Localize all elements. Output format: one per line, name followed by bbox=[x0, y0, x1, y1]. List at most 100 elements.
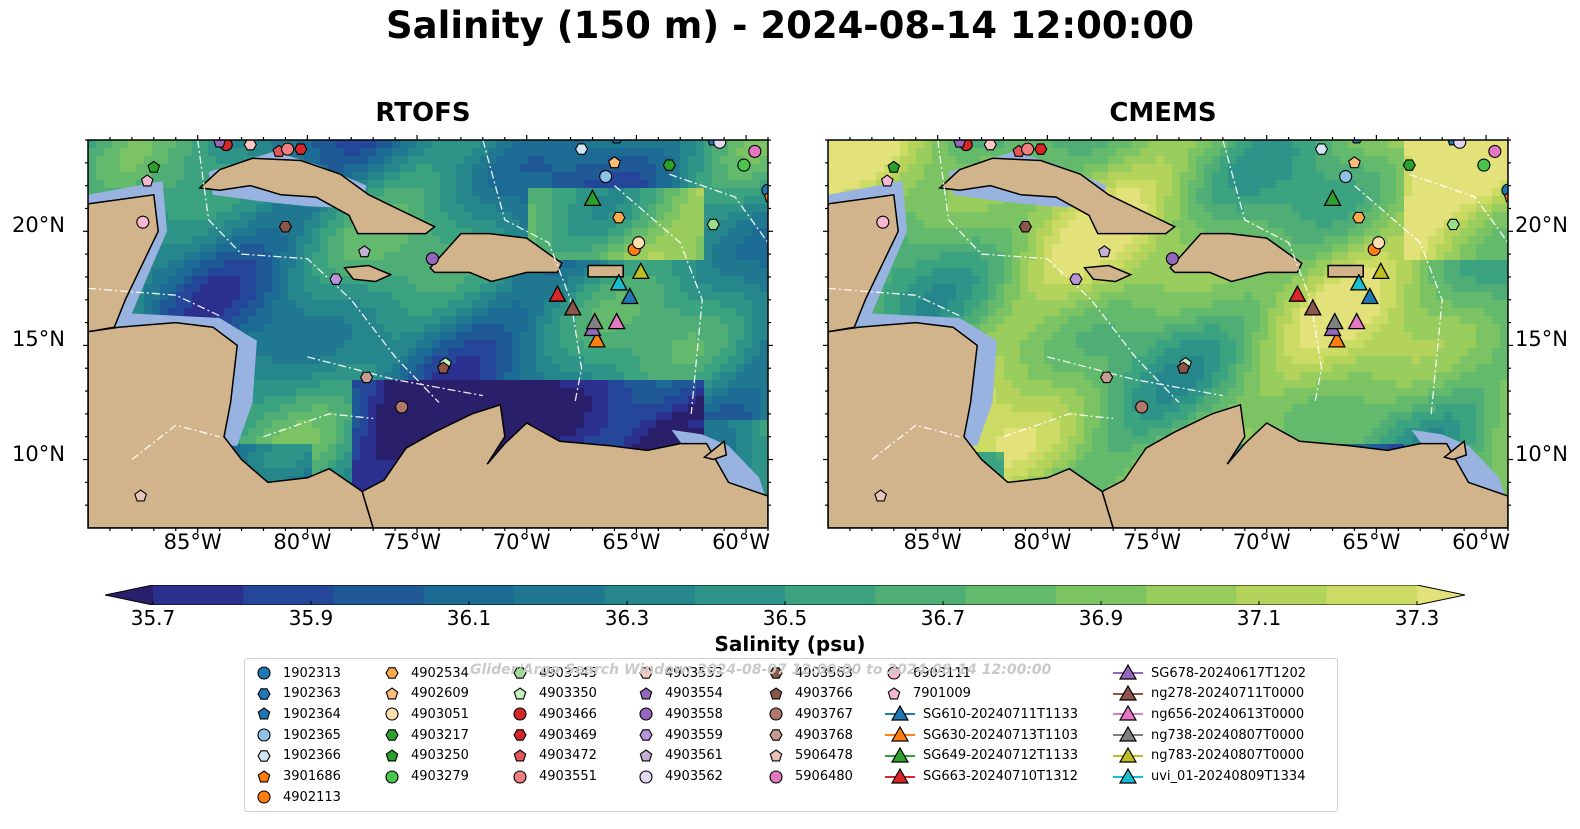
legend-item: 4903559 bbox=[637, 725, 723, 745]
legend-float-marker bbox=[769, 667, 783, 679]
legend-marker bbox=[1113, 746, 1143, 763]
x-tick-label: 75°W bbox=[1123, 530, 1182, 554]
legend-item: ng656-20240613T0000 bbox=[1113, 704, 1304, 724]
legend-label: 4903217 bbox=[411, 727, 469, 743]
argo-float-marker bbox=[359, 371, 374, 384]
legend-float-marker bbox=[385, 769, 399, 784]
legend-label: ng738-20240807T0000 bbox=[1151, 727, 1305, 743]
legend-label: 4903558 bbox=[665, 706, 723, 722]
legend-item: 4903558 bbox=[637, 704, 723, 724]
legend-label: 1902363 bbox=[283, 686, 341, 702]
legend-float-marker bbox=[257, 790, 271, 804]
land-puertorico bbox=[587, 264, 624, 278]
colorbar-tick-label: 35.7 bbox=[130, 606, 176, 630]
legend-item: SG663-20240710T1312 bbox=[885, 767, 1078, 787]
colorbar-bin bbox=[965, 585, 1057, 605]
legend-marker bbox=[639, 707, 653, 721]
glider-marker bbox=[1349, 273, 1368, 291]
glider-marker bbox=[548, 284, 567, 302]
glider-marker bbox=[631, 261, 650, 280]
legend-glider-marker bbox=[1118, 684, 1138, 701]
legend-marker bbox=[885, 746, 915, 763]
legend-float-marker bbox=[257, 769, 271, 782]
legend-glider-marker bbox=[890, 705, 910, 721]
argo-float-marker bbox=[874, 489, 888, 502]
legend-item: 4903279 bbox=[383, 767, 469, 787]
argo-float-marker bbox=[953, 140, 966, 148]
legend-float-marker bbox=[769, 749, 783, 762]
legend-item: 4903551 bbox=[511, 767, 597, 787]
legend-label: 4903051 bbox=[411, 706, 469, 722]
legend-label: ng783-20240807T0000 bbox=[1151, 748, 1305, 764]
legend-label: 1902364 bbox=[283, 706, 341, 722]
legend-item: 4903553 bbox=[637, 663, 723, 683]
colorbar-bin bbox=[153, 585, 244, 605]
map-panel-cmems bbox=[823, 135, 1513, 533]
legend-glider-marker bbox=[1118, 746, 1138, 763]
colorbar-extend-low bbox=[105, 585, 153, 605]
argo-float-marker bbox=[612, 211, 626, 224]
legend-item: 4903217 bbox=[383, 725, 469, 745]
colorbar-bin bbox=[875, 585, 967, 605]
legend-item: 1902313 bbox=[255, 663, 341, 683]
legend-label: 4902609 bbox=[411, 686, 469, 702]
legend-float-marker bbox=[769, 769, 783, 784]
y-tick-label: 20°N bbox=[1515, 213, 1568, 238]
glider-marker bbox=[1288, 284, 1307, 302]
argo-float-marker bbox=[1503, 192, 1508, 203]
legend-marker bbox=[513, 707, 527, 721]
panel-title-rtofs: RTOFS bbox=[375, 98, 471, 128]
legend-marker bbox=[769, 707, 783, 721]
legend-float-marker bbox=[769, 729, 783, 741]
legend-item: 4903563 bbox=[767, 663, 853, 683]
glider-marker bbox=[1325, 312, 1344, 330]
legend-glider-marker bbox=[1118, 726, 1138, 742]
land-cuba bbox=[938, 157, 1177, 235]
argo-float-marker bbox=[1034, 143, 1048, 155]
colorbar-bin bbox=[1236, 585, 1328, 605]
legend-item: 4903554 bbox=[637, 684, 723, 704]
argo-float-marker bbox=[147, 160, 161, 173]
legend-label: 1902366 bbox=[283, 748, 341, 764]
land-southam bbox=[1101, 403, 1508, 528]
colorbar-bin bbox=[1326, 585, 1418, 605]
legend-item: 6903111 bbox=[885, 663, 971, 683]
argo-float-marker bbox=[1446, 218, 1460, 231]
legend-glider-marker bbox=[890, 746, 910, 763]
land-jamaica bbox=[1083, 264, 1133, 283]
legend-marker bbox=[257, 707, 271, 720]
legend-item: 5906480 bbox=[767, 767, 853, 787]
colorbar-tick-label: 37.3 bbox=[1394, 606, 1440, 630]
colorbar bbox=[105, 585, 1465, 605]
legend-marker bbox=[513, 749, 527, 762]
x-tick-label: 60°W bbox=[712, 530, 771, 554]
argo-float-marker bbox=[358, 245, 371, 258]
panel-title-cmems: CMEMS bbox=[1109, 98, 1217, 128]
x-tick-label: 80°W bbox=[273, 530, 332, 554]
glider-marker bbox=[609, 273, 628, 291]
argo-float-marker bbox=[748, 144, 762, 158]
land-jamaica bbox=[343, 264, 393, 283]
argo-float-marker bbox=[713, 140, 727, 149]
legend-float-marker bbox=[257, 666, 271, 680]
legend-item: 4903250 bbox=[383, 746, 469, 766]
y-tick-label: 20°N bbox=[12, 213, 65, 238]
legend-label: 4903472 bbox=[539, 748, 597, 764]
x-tick-label: 60°W bbox=[1452, 530, 1511, 554]
legend-label: 4903469 bbox=[539, 727, 597, 743]
legend-item: 4902534 bbox=[383, 663, 469, 683]
legend-float-marker bbox=[257, 750, 271, 762]
legend-marker bbox=[513, 729, 527, 741]
legend-float-marker bbox=[887, 666, 901, 680]
argo-float-marker bbox=[281, 142, 295, 156]
legend-item: 3901686 bbox=[255, 767, 341, 787]
argo-float-marker bbox=[632, 236, 646, 250]
glider-marker bbox=[607, 312, 626, 330]
legend-item: 1902365 bbox=[255, 725, 341, 745]
argo-float-marker bbox=[1018, 220, 1033, 233]
argo-float-marker bbox=[1099, 371, 1114, 384]
argo-float-marker bbox=[278, 220, 293, 233]
argo-float-marker bbox=[887, 160, 901, 173]
search-window-note: Glider/Argo Search Window: 2024-08-07 12… bbox=[470, 662, 1052, 678]
legend-label: 4903466 bbox=[539, 706, 597, 722]
